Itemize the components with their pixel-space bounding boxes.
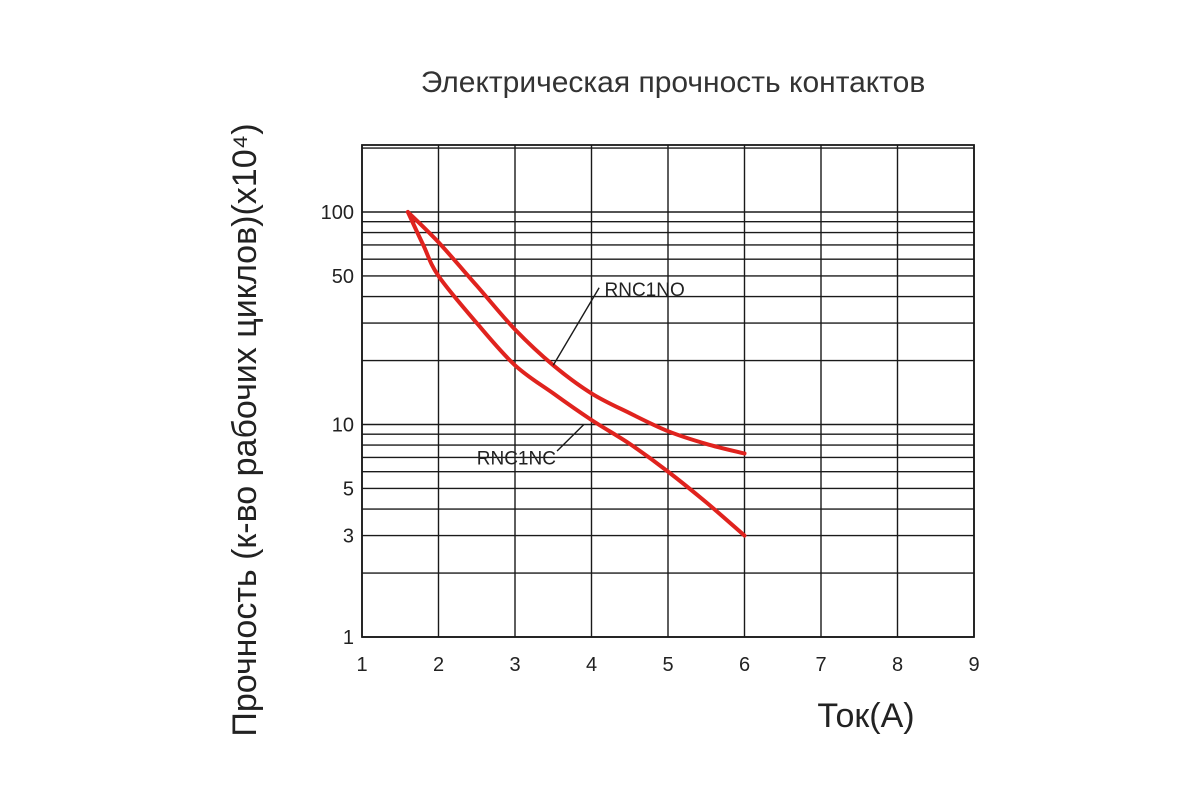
y-tick-label: 3 <box>343 526 354 548</box>
y-tick-label: 10 <box>332 415 354 437</box>
series-line-rnc1no <box>405 210 747 456</box>
x-tick-label: 7 <box>815 654 826 676</box>
x-tick-label: 6 <box>739 654 750 676</box>
x-tick-label: 2 <box>433 654 444 676</box>
chart-title: Электрическая прочность контактов <box>421 66 926 99</box>
series-labels: RNC1NO RNC1NC <box>477 280 685 470</box>
y-tick-labels: 1 3 5 10 50 100 <box>321 202 354 649</box>
x-tick-label: 4 <box>586 654 597 676</box>
series <box>405 210 747 538</box>
x-tick-label: 1 <box>356 654 367 676</box>
leader-line-rnc1nc <box>556 424 585 452</box>
series-label-rnc1no: RNC1NO <box>605 280 685 301</box>
x-tick-labels: 1 2 3 4 5 6 7 8 9 <box>356 654 979 676</box>
x-axis-label: Ток(А) <box>817 697 914 735</box>
x-tick-label: 5 <box>662 654 673 676</box>
y-tick-label: 1 <box>343 627 354 649</box>
grid <box>361 145 975 638</box>
x-tick-label: 9 <box>968 654 979 676</box>
series-line-rnc1nc <box>405 210 747 538</box>
plot-frame <box>361 144 975 638</box>
x-tick-label: 3 <box>509 654 520 676</box>
y-tick-label: 50 <box>332 266 354 288</box>
leader-line-rnc1no <box>552 287 600 366</box>
y-tick-label: 5 <box>343 478 354 500</box>
x-tick-label: 8 <box>892 654 903 676</box>
y-axis-label: Прочность (к-во рабочих циклов)(х10⁴) <box>226 123 264 736</box>
y-tick-label: 100 <box>321 202 354 224</box>
series-label-rnc1nc: RNC1NC <box>477 448 556 469</box>
